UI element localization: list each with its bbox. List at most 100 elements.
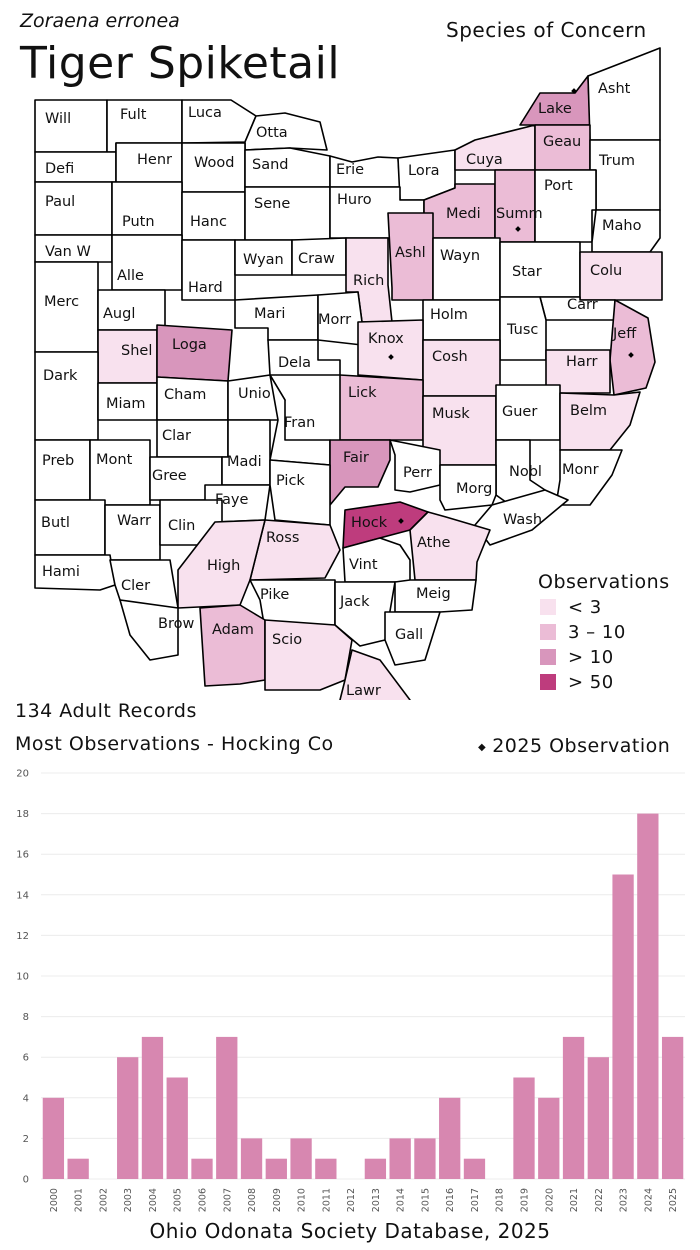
- x-tick-label: 2015: [420, 1188, 431, 1212]
- bar-2022: [587, 1057, 609, 1179]
- legend-swatch: [540, 674, 556, 690]
- county-label-warr: Warr: [117, 513, 151, 529]
- county-label-nobl: Nobl: [509, 464, 542, 480]
- county-label-fran: Fran: [284, 415, 315, 431]
- y-tick-label: 12: [16, 931, 29, 942]
- county-label-meig: Meig: [416, 586, 451, 602]
- county-label-tusc: Tusc: [506, 322, 538, 338]
- county-ashl: [387, 212, 434, 301]
- yearly-observations-bar-chart: 0 2 4 6 8 10 12 14 16 18 20 2000 2001 2002 2003 2004 200…: [16, 769, 685, 1212]
- county-label-trum: Trum: [598, 153, 635, 169]
- observation-2025-marker: [571, 88, 577, 94]
- bar-2001: [67, 1158, 89, 1179]
- county-label-cler: Cler: [121, 578, 150, 594]
- county-label-wyan: Wyan: [243, 252, 284, 268]
- county-label-colu: Colu: [590, 263, 622, 279]
- county-scio: [264, 619, 353, 691]
- county-pick: [269, 459, 331, 526]
- bar-2020: [538, 1097, 560, 1179]
- county-label-merc: Merc: [44, 294, 79, 310]
- x-tick-label: 2003: [123, 1188, 134, 1212]
- county-jeff: [609, 299, 656, 396]
- bar-2024: [637, 813, 659, 1179]
- county-label-maho: Maho: [602, 218, 642, 234]
- county-label-jeff: Jeff: [612, 326, 637, 342]
- county-label-dark: Dark: [43, 368, 78, 384]
- county-label-pike: Pike: [260, 587, 289, 603]
- bar-2011: [315, 1158, 337, 1179]
- bar-2023: [612, 874, 634, 1179]
- county-label-cuya: Cuya: [466, 152, 503, 168]
- x-tick-label: 2000: [49, 1188, 60, 1212]
- county-dark: [34, 351, 99, 441]
- county-label-erie: Erie: [336, 162, 364, 178]
- most-observations: Most Observations - Hocking Co: [15, 733, 334, 755]
- county-adam: [199, 604, 266, 687]
- observation-2025-marker: [515, 226, 521, 232]
- county-label-guer: Guer: [502, 404, 537, 420]
- x-tick-label: 2006: [198, 1188, 209, 1212]
- county-trum: [589, 139, 661, 211]
- county-label-lake: Lake: [538, 101, 572, 117]
- bar-2004: [141, 1036, 164, 1179]
- county-label-paul: Paul: [45, 194, 75, 210]
- county-label-shel: Shel: [121, 343, 152, 359]
- county-label-port: Port: [544, 178, 573, 194]
- county-label-gall: Gall: [395, 627, 423, 643]
- county-label-hami: Hami: [42, 564, 80, 580]
- bar-2025: [661, 1036, 684, 1179]
- county-label-craw: Craw: [298, 251, 335, 267]
- county-knox: [357, 319, 424, 381]
- y-tick-label: 16: [16, 850, 29, 861]
- county-label-brow: Brow: [158, 616, 194, 632]
- county-label-miam: Miam: [106, 396, 146, 412]
- bar-2013: [364, 1158, 387, 1179]
- county-belm: [559, 391, 641, 451]
- legend-item-3-10: 3 – 10: [540, 622, 626, 643]
- bar-2014: [389, 1138, 411, 1179]
- county-label-wayn: Wayn: [440, 248, 480, 264]
- ohio-county-map: Will Fult Luca Otta Defi Henr Wood Sand Erie Lora…: [34, 47, 663, 700]
- county-harr: [545, 349, 611, 394]
- x-tick-label: 2025: [668, 1188, 679, 1212]
- scientific-name: Zoraena erronea: [20, 10, 180, 32]
- x-tick-label: 2011: [321, 1188, 332, 1212]
- bar-2003: [117, 1057, 139, 1179]
- legend-label: > 10: [568, 647, 614, 668]
- x-tick-label: 2022: [594, 1188, 605, 1212]
- county-label-huro: Huro: [337, 192, 372, 208]
- x-tick-label: 2024: [643, 1188, 654, 1212]
- county-perr: [389, 439, 441, 493]
- county-label-butl: Butl: [41, 515, 70, 531]
- county-label-fult: Fult: [120, 107, 147, 123]
- county-label-cosh: Cosh: [432, 349, 468, 365]
- bar-2000: [42, 1097, 65, 1179]
- county-label-alle: Alle: [117, 268, 144, 284]
- y-tick-label: 2: [23, 1134, 29, 1145]
- county-label-defi: Defi: [45, 161, 74, 177]
- county-label-geau: Geau: [543, 134, 581, 150]
- y-tick-label: 4: [23, 1093, 29, 1104]
- county-label-ross: Ross: [266, 530, 299, 546]
- county-mont: [89, 439, 151, 506]
- x-tick-label: 2023: [619, 1188, 630, 1212]
- county-label-monr: Monr: [562, 462, 599, 478]
- bar-2007: [216, 1036, 238, 1179]
- county-label-henr: Henr: [137, 152, 172, 168]
- legend-swatch: [540, 599, 556, 615]
- county-label-star: Star: [512, 264, 542, 280]
- y-tick-label: 6: [23, 1053, 29, 1064]
- county-label-mont: Mont: [96, 452, 133, 468]
- y-tick-label: 8: [23, 1012, 29, 1023]
- county-label-wood: Wood: [194, 155, 234, 171]
- county-monr: [555, 449, 623, 506]
- county-label-medi: Medi: [446, 206, 481, 222]
- county-athe: [409, 511, 491, 581]
- bar-2016: [439, 1097, 461, 1179]
- legend-item-gt10: > 10: [540, 647, 614, 668]
- bar-2010: [290, 1138, 312, 1179]
- y-tick-label: 20: [16, 769, 29, 780]
- x-tick-label: 2019: [520, 1188, 531, 1212]
- legend-item-lt3: < 3: [540, 597, 602, 618]
- county-label-van-w: Van W: [45, 244, 91, 260]
